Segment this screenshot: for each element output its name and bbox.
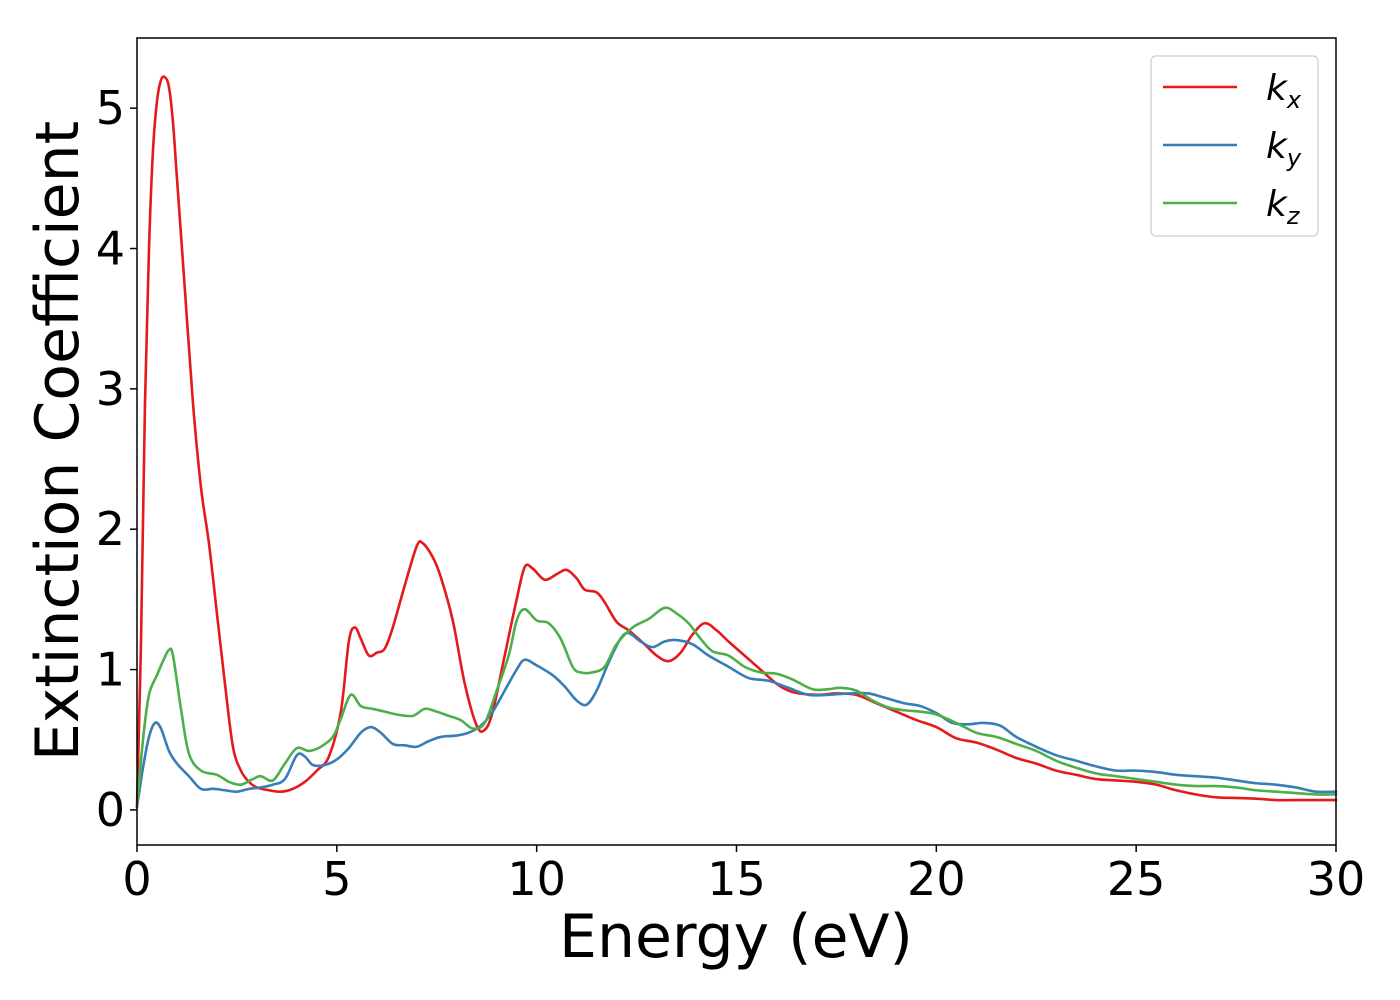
x-tick-label: 30 bbox=[1307, 852, 1366, 906]
x-ticks: 0 5 10 15 20 25 30 bbox=[122, 845, 1365, 906]
y-tick-label: 1 bbox=[96, 643, 125, 697]
legend-label-kz: kz bbox=[1266, 184, 1301, 230]
y-tick-label: 4 bbox=[96, 222, 125, 276]
x-tick-label: 20 bbox=[907, 852, 966, 906]
y-tick-label: 5 bbox=[96, 81, 125, 135]
y-tick-label: 3 bbox=[96, 362, 125, 416]
plot-lines bbox=[135, 75, 1338, 809]
x-tick-label: 5 bbox=[322, 852, 351, 906]
x-tick-label: 0 bbox=[122, 852, 151, 906]
legend-label-ky: ky bbox=[1266, 126, 1302, 172]
x-tick-label: 15 bbox=[707, 852, 766, 906]
x-tick-label: 25 bbox=[1107, 852, 1166, 906]
x-tick-label: 10 bbox=[507, 852, 566, 906]
series-line-kx bbox=[135, 75, 1338, 809]
y-tick-label: 2 bbox=[96, 502, 125, 556]
legend-label-kx: kx bbox=[1266, 68, 1302, 114]
x-axis-title: Energy (eV) bbox=[559, 902, 913, 972]
series-line-ky bbox=[135, 631, 1338, 809]
y-axis-title: Extinction Coefficient bbox=[23, 121, 93, 761]
y-tick-label: 0 bbox=[96, 783, 125, 837]
legend: kx ky kz bbox=[1150, 55, 1319, 237]
y-ticks: 0 1 2 3 4 5 bbox=[96, 81, 137, 837]
series-line-kz bbox=[135, 606, 1338, 809]
